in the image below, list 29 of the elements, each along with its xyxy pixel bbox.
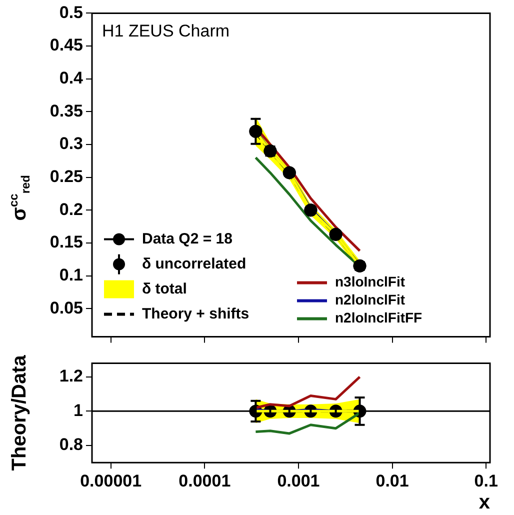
y-axis-title: Theory/Data	[8, 354, 31, 471]
legend-label: n2loInclFitFF	[335, 310, 423, 326]
x-tick-label: 0.001	[277, 471, 320, 490]
y-tick-label: 0.15	[50, 232, 83, 252]
x-axis-title: x	[478, 492, 490, 514]
y-tick-label: 0.05	[50, 298, 83, 318]
y-tick-label: 1.2	[59, 366, 83, 386]
x-tick-label: 0.1	[474, 471, 498, 490]
y-tick-label: 0.25	[50, 166, 83, 186]
legend-label: Theory + shifts	[142, 305, 250, 322]
y-tick-label: 1	[74, 400, 83, 420]
y-tick-label: 0.3	[59, 134, 83, 154]
legend-label: n3loInclFit	[335, 274, 406, 290]
y-tick-label: 0.2	[59, 200, 83, 219]
y-tick-label: 0.1	[59, 265, 83, 284]
legend-label: δ uncorrelated	[142, 255, 246, 272]
y-tick-label: 0.5	[59, 2, 83, 22]
x-tick-label: 0.0001	[178, 471, 231, 490]
x-tick-label: 0.00001	[80, 471, 142, 490]
y-tick-label: 0.4	[59, 68, 84, 88]
y-tick-label: 0.45	[50, 36, 83, 55]
legend-label: n2loInclFit	[335, 292, 406, 308]
annotation: H1 ZEUS Charm	[102, 21, 230, 40]
legend-label: Data Q2 = 18	[142, 230, 232, 248]
y-tick-label: 0.35	[50, 101, 83, 120]
y-tick-label: 0.8	[59, 435, 83, 454]
x-tick-label: 0.01	[376, 471, 409, 490]
legend-label: δ total	[142, 280, 187, 298]
y-axis-title: σccred	[6, 174, 32, 221]
